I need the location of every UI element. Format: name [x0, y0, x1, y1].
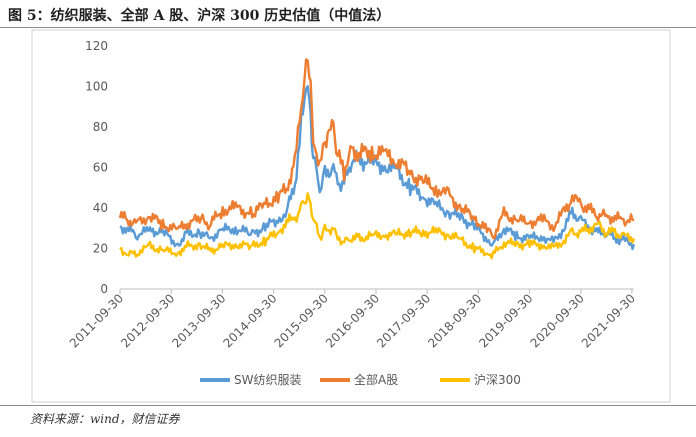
- x-tick-label: 2012-09-30: [118, 291, 177, 350]
- legend-label: 全部A股: [354, 372, 398, 387]
- y-tick-label: 60: [93, 161, 108, 175]
- y-tick-label: 20: [93, 242, 108, 256]
- source-note: 资料来源：wind，财信证券: [30, 412, 180, 426]
- x-axis: 2011-09-302012-09-302013-09-302014-09-30…: [67, 289, 638, 350]
- x-tick-label: 2013-09-30: [169, 291, 228, 350]
- y-tick-label: 40: [93, 201, 108, 215]
- x-tick-label: 2011-09-30: [67, 291, 126, 350]
- chart-border: [31, 29, 671, 403]
- series-line-0: [119, 85, 636, 251]
- legend-label: SW纺织服装: [234, 373, 301, 387]
- x-tick-label: 2017-09-30: [374, 291, 433, 350]
- title-divider: [0, 27, 696, 28]
- y-tick-label: 80: [93, 120, 108, 134]
- y-axis: 0 20 40 60 80 100 120: [85, 39, 108, 296]
- y-tick-label: 120: [85, 39, 108, 53]
- chart-title: 图 5：纺织服装、全部 A 股、沪深 300 历史估值（中值法）: [8, 8, 391, 24]
- x-tick-label: 2016-09-30: [323, 291, 382, 350]
- legend: SW纺织服装 全部A股 沪深300: [200, 372, 521, 387]
- x-tick-label: 2019-09-30: [476, 291, 535, 350]
- x-tick-label: 2020-09-30: [528, 291, 587, 350]
- x-tick-label: 2015-09-30: [272, 291, 331, 350]
- legend-label: 沪深300: [474, 373, 521, 387]
- series-group: [118, 58, 636, 260]
- y-tick-label: 0: [100, 282, 108, 296]
- series-line-1: [118, 58, 635, 240]
- source-divider: [0, 405, 696, 406]
- series-line-2: [119, 192, 636, 260]
- x-tick-label: 2021-09-30: [579, 291, 638, 350]
- x-tick-label: 2018-09-30: [425, 291, 484, 350]
- x-tick-label: 2014-09-30: [220, 291, 279, 350]
- y-tick-label: 100: [85, 80, 108, 94]
